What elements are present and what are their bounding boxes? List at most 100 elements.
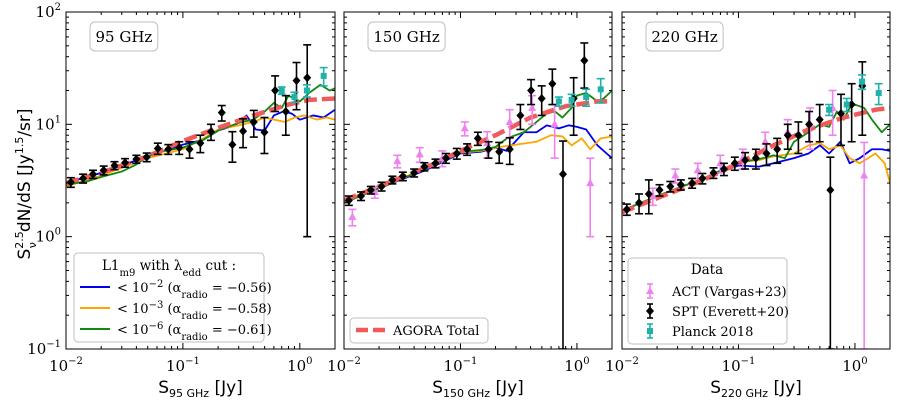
spt-point (655, 183, 664, 197)
spt-point (217, 104, 226, 122)
tick-label: 10−2 (605, 356, 639, 375)
spt-point (463, 143, 472, 157)
panel-label: 150 GHz (373, 28, 439, 46)
tick-label: 102 (36, 2, 61, 21)
planck-point (874, 82, 883, 106)
spt-point (537, 85, 546, 117)
legend-agora: AGORA Total (349, 317, 489, 344)
spt-point (153, 142, 162, 156)
spt-point (388, 175, 397, 185)
panel-label-box (367, 21, 446, 52)
spt-point (377, 181, 386, 192)
spt-point (164, 143, 173, 156)
spt-point (580, 42, 589, 89)
tick-label: 10−1 (166, 356, 200, 375)
spt-point (815, 103, 824, 143)
planck-point (554, 96, 563, 108)
spt-point (121, 157, 130, 169)
spt-point (132, 154, 141, 165)
spt-point (239, 118, 248, 149)
planck-point (567, 93, 576, 108)
planck-point (277, 86, 286, 96)
tick-label: 10−2 (49, 356, 83, 375)
plot-area (622, 61, 890, 349)
legend-label: AGORA Total (392, 324, 479, 339)
spt-point (826, 156, 835, 349)
plot-area (66, 44, 335, 238)
spt-point (410, 168, 419, 178)
spt-point (858, 61, 867, 137)
legend-box (349, 317, 489, 344)
spt-point (228, 130, 237, 164)
legend-label: SPT (Everett+20) (672, 305, 789, 320)
spt-point (271, 75, 280, 113)
spt-point (260, 116, 269, 155)
legend-models: L1m9 with λedd cut :< 10−2 (αradio = −0.… (73, 252, 272, 343)
tick-label: 100 (287, 356, 312, 375)
act-point (483, 130, 492, 159)
panel-label-box (89, 21, 159, 52)
spt-point (473, 131, 482, 147)
x-axis-label: S95 GHz [Jy] (158, 378, 243, 400)
spt-point (66, 176, 75, 189)
panel-label-box (645, 21, 724, 52)
spt-point (709, 167, 718, 180)
planck-point (319, 66, 328, 87)
legend-title: L1m9 with λedd cut : (102, 258, 236, 279)
legend-marker (646, 306, 654, 316)
panel-label: 220 GHz (651, 28, 717, 46)
planck-point (582, 88, 591, 108)
legend-label: ACT (Vargas+23) (671, 285, 787, 300)
spt-point (452, 147, 461, 160)
legend-marker (646, 287, 654, 294)
tick-label: 10−1 (444, 356, 478, 375)
act-point (671, 168, 680, 184)
act-point (648, 187, 657, 207)
spt-point (635, 193, 644, 215)
spt-point (783, 123, 792, 151)
x-axis-label: S150 GHz [Jy] (432, 378, 524, 400)
planck-point (290, 91, 299, 104)
spt-point (398, 171, 407, 182)
spt-point (730, 156, 739, 172)
spt-point (688, 177, 697, 190)
planck-point (596, 77, 605, 104)
spt-point (505, 136, 514, 166)
planck-point (842, 97, 851, 113)
spt-point (484, 140, 493, 159)
x-axis-label: S220 GHz [Jy] (710, 378, 802, 400)
spt-point (495, 141, 504, 165)
act-point (393, 154, 402, 169)
legend-box (73, 252, 265, 343)
planck-point (858, 74, 867, 91)
tick-label: 10−2 (327, 356, 361, 375)
spt-point (110, 160, 119, 171)
panel-150-ghz: 10−2 10−1 100 S150 GHz [Jy] 150 GHz AGORA Tot… (327, 11, 613, 400)
spt-point (175, 140, 184, 156)
legend-data: Data ACT (Vargas+23) SPT (Everett+20) Planc… (627, 257, 789, 345)
planck-point (302, 83, 311, 98)
tick-label: 100 (842, 356, 867, 375)
panel-label: 95 GHz (95, 28, 152, 46)
spt-point (751, 148, 760, 170)
spt-point (303, 44, 312, 238)
act-point (415, 146, 424, 164)
spt-point (441, 152, 450, 165)
legend-label: Planck 2018 (672, 325, 753, 340)
legend-box (627, 257, 788, 345)
spt-point (420, 161, 429, 172)
act-point (505, 108, 514, 140)
spt-point (719, 162, 728, 177)
spt-point (773, 137, 782, 165)
tick-label: 10−1 (722, 356, 756, 375)
spt-point (196, 134, 205, 154)
spt-point (666, 180, 675, 193)
spt-point (88, 169, 97, 180)
legend-marker (647, 328, 653, 334)
plot-area (344, 42, 612, 349)
act-point (860, 141, 869, 349)
legend-label: < 10−2 (αradio = −0.56) (117, 279, 272, 301)
